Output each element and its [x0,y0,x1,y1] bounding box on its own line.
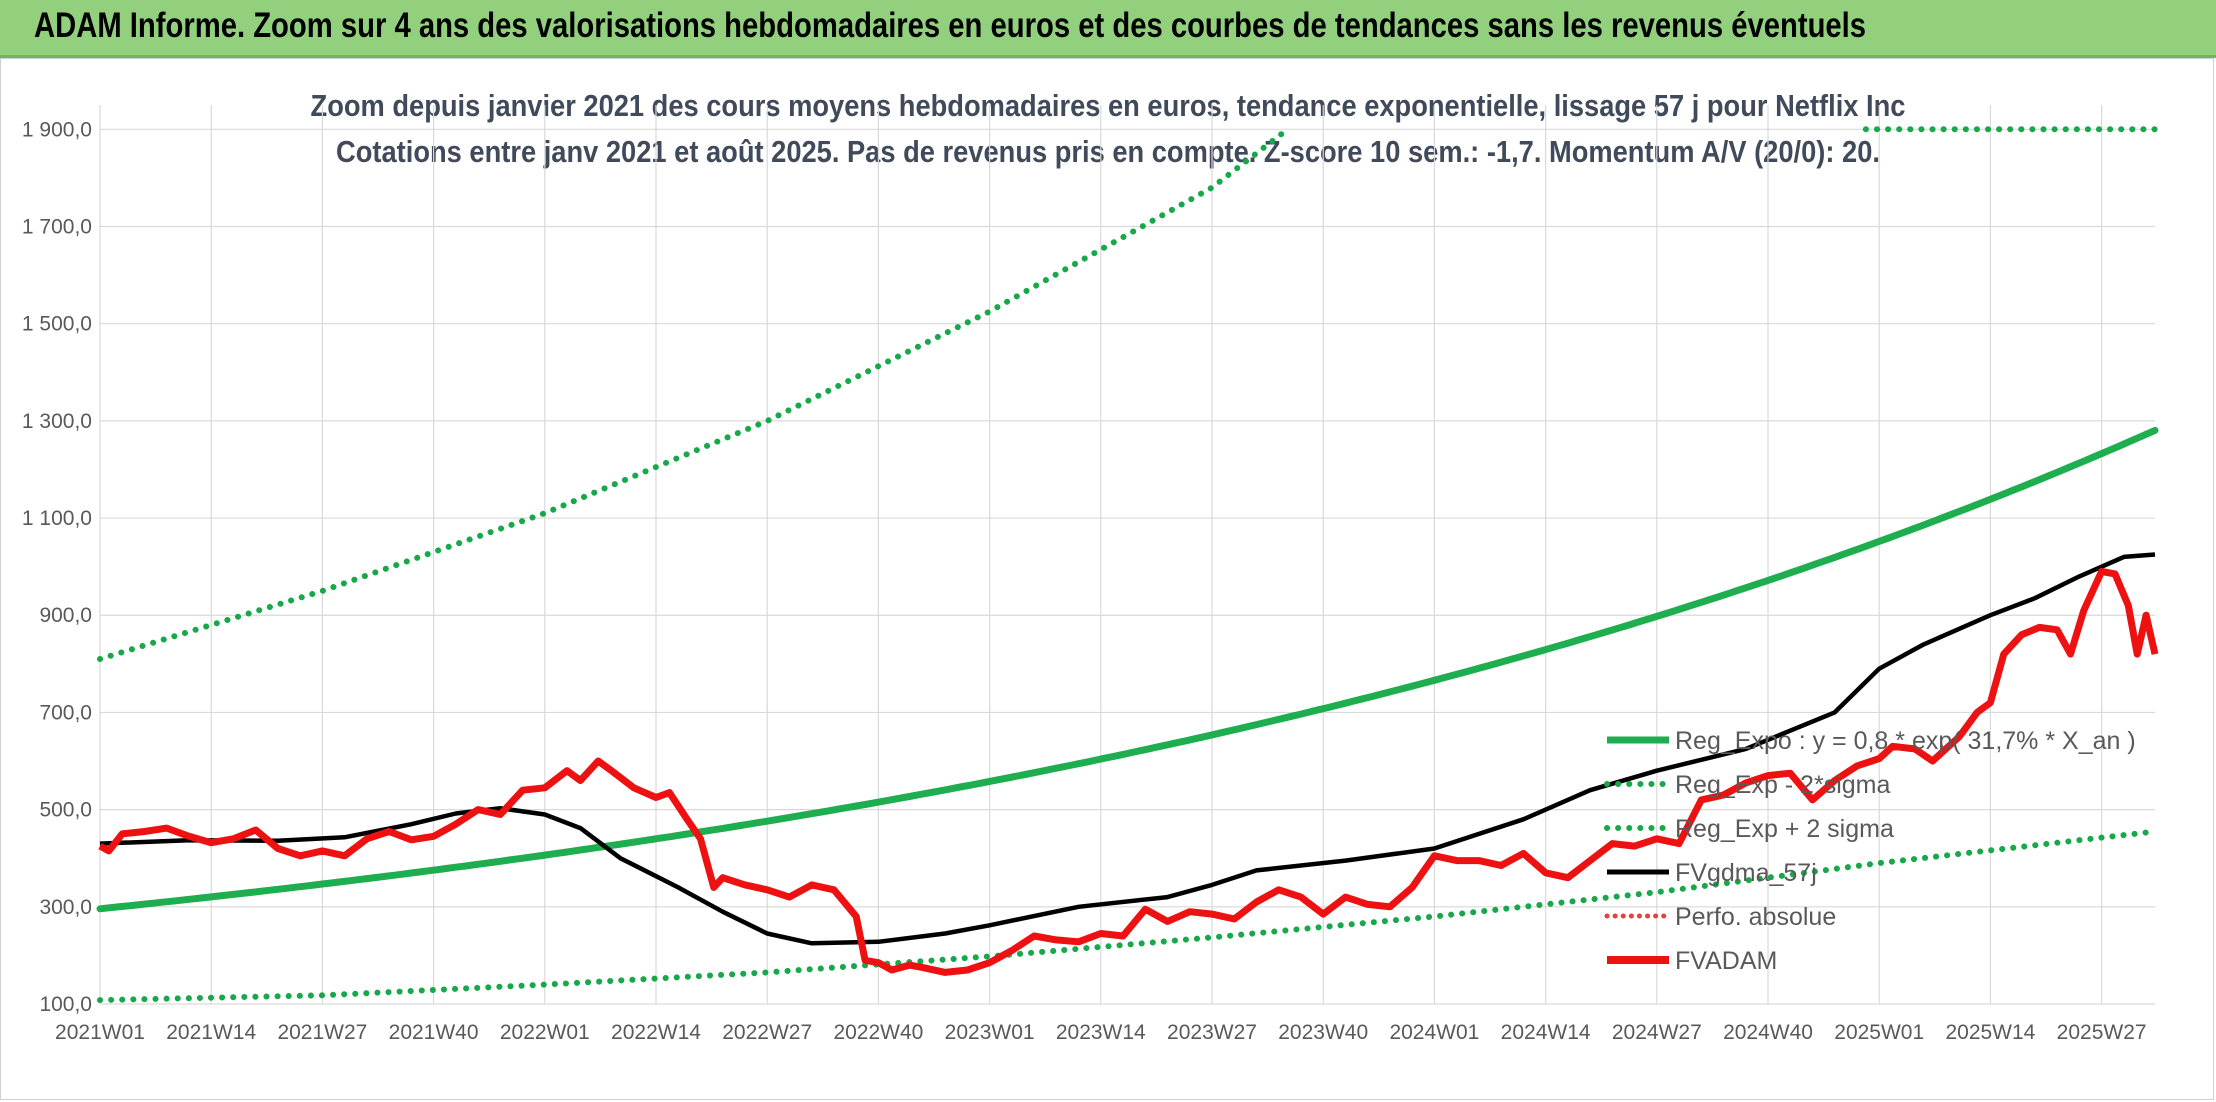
x-axis-ticks: 2021W01 2021W14 2021W27 2021W40 2022W01 2022W… [55,1021,2147,1044]
y-tick-label: 100,0 [39,993,92,1016]
y-tick-label: 1 300,0 [22,410,92,433]
x-tick-label: 2023W27 [1167,1021,1257,1044]
y-tick-label: 1 900,0 [22,118,92,141]
legend-label: Perfo. absolue [1675,903,1836,931]
x-tick-label: 2024W01 [1389,1021,1479,1044]
y-tick-label: 1 500,0 [22,313,92,336]
chart-frame [0,58,2214,1100]
x-tick-label: 2022W40 [833,1021,923,1044]
page-title: ADAM Informe. Zoom sur 4 ans des valoris… [34,6,1867,45]
series-fvadam-line [98,568,2159,976]
legend-label: FVADAM [1675,947,1777,975]
chart-title-line-2: Cotations entre janv 2021 et août 2025. … [336,134,1880,169]
x-tick-label: 2025W01 [1834,1021,1924,1044]
y-tick-label: 1 700,0 [22,215,92,238]
gridlines [99,105,2155,1005]
series-reg-exp-plus-2sigma-line [97,126,1291,662]
y-tick-label: 700,0 [39,701,92,724]
x-tick-label: 2024W27 [1612,1021,1702,1044]
x-tick-label: 2022W01 [500,1021,590,1044]
y-tick-label: 300,0 [39,896,92,919]
x-tick-label: 2025W14 [1945,1021,2035,1044]
x-tick-label: 2023W40 [1278,1021,1368,1044]
legend-label: Reg_Exp - 2*sigma [1675,771,1890,799]
series-lines [96,126,2159,1004]
header-banner: ADAM Informe. Zoom sur 4 ans des valoris… [0,0,2216,58]
x-tick-label: 2025W27 [2057,1021,2147,1044]
x-tick-label: 2021W01 [55,1021,145,1044]
y-tick-label: 500,0 [39,799,92,822]
y-axis-ticks: 100,0 300,0 500,0 700,0 900,0 1 100,0 1 300,0 1… [22,118,92,1016]
legend-label: Reg_Expo : y = 0,8 * exp( 31,7% * X_an ) [1675,727,2136,755]
x-tick-label: 2021W40 [389,1021,479,1044]
legend-label: Reg_Exp + 2 sigma [1675,815,1894,843]
x-tick-label: 2024W14 [1501,1021,1591,1044]
x-tick-label: 2023W01 [945,1021,1035,1044]
x-tick-label: 2024W40 [1723,1021,1813,1044]
series-reg-expo-line [96,426,2159,913]
y-tick-label: 1 100,0 [22,507,92,530]
legend-label: FVgdma_57j [1675,859,1817,887]
chart-title-line-1: Zoom depuis janvier 2021 des cours moyen… [310,88,1906,123]
x-tick-label: 2021W14 [166,1021,256,1044]
series-reg-exp-minus-2sigma-line [97,828,2158,1004]
x-tick-label: 2023W14 [1056,1021,1146,1044]
y-tick-label: 900,0 [39,604,92,627]
x-tick-label: 2021W27 [277,1021,367,1044]
x-tick-label: 2022W27 [722,1021,812,1044]
legend: Reg_Expo : y = 0,8 * exp( 31,7% * X_an )… [1604,727,2136,975]
x-tick-label: 2022W14 [611,1021,701,1044]
